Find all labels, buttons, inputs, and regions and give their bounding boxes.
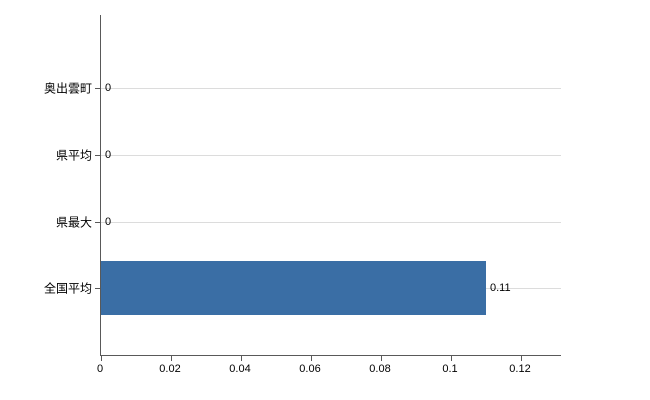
- x-tick-label: 0.04: [229, 363, 251, 375]
- x-axis-tick: [381, 356, 382, 361]
- value-label: 0: [105, 149, 112, 161]
- bar-4: [101, 261, 486, 315]
- value-label: 0: [105, 82, 112, 94]
- y-axis-tick: [95, 88, 100, 89]
- x-axis-tick: [101, 356, 102, 361]
- y-axis-tick: [95, 155, 100, 156]
- gridline-horizontal: [101, 222, 561, 223]
- x-axis-tick: [311, 356, 312, 361]
- value-label: 0.11: [490, 282, 511, 294]
- x-tick-label: 0.08: [369, 363, 391, 375]
- x-axis-tick: [521, 356, 522, 361]
- x-axis-tick: [241, 356, 242, 361]
- category-label: 県平均: [55, 148, 92, 163]
- gridline-horizontal: [101, 88, 561, 89]
- x-tick-label: 0.12: [509, 363, 531, 375]
- plot-area: 0 0 0 0.11: [95, 15, 561, 361]
- x-axis-tick: [171, 356, 172, 361]
- category-label: 全国平均: [43, 281, 92, 296]
- x-tick-label: 0: [96, 363, 104, 375]
- x-tick-label: 0.02: [159, 363, 181, 375]
- x-axis-tick: [451, 356, 452, 361]
- x-tick-label: 0.1: [442, 363, 458, 375]
- y-axis-tick: [95, 288, 100, 289]
- gridline-horizontal: [101, 155, 561, 156]
- category-label: 奥出雲町: [43, 81, 92, 96]
- value-label: 0: [105, 216, 112, 228]
- x-tick-label: 0.06: [299, 363, 321, 375]
- category-label: 県最大: [55, 215, 92, 230]
- y-axis-tick: [95, 222, 100, 223]
